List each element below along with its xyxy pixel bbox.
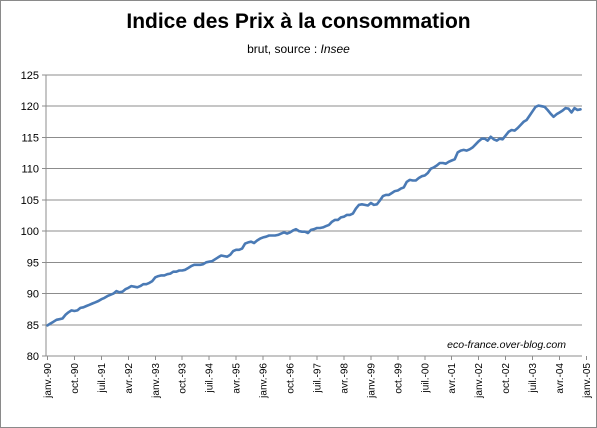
x-tick-label: juil.-03 xyxy=(528,363,539,394)
y-tick-label: 115 xyxy=(21,132,39,144)
x-axis-ticks: janv.-90 oct.-90 juil.-91 avr.-92 janv.-93 oc… xyxy=(43,356,593,399)
source-annotation: eco-france.over-blog.com xyxy=(447,339,566,351)
y-tick-label: 100 xyxy=(21,226,39,238)
chart-subtitle: brut, source : Insee xyxy=(0,42,597,56)
x-tick-label: oct.-90 xyxy=(70,363,81,394)
y-tick-label: 120 xyxy=(21,101,39,113)
x-tick-label: janv.-05 xyxy=(582,363,593,399)
y-tick-label: 85 xyxy=(27,320,39,332)
x-tick-label: oct.-99 xyxy=(393,363,404,394)
x-tick-label: janv.-90 xyxy=(43,363,54,399)
x-tick-label: avr.-01 xyxy=(447,363,458,394)
x-tick-label: juil.-97 xyxy=(312,363,323,394)
y-tick-label: 80 xyxy=(27,351,39,363)
grid-lines xyxy=(45,74,582,357)
x-tick-label: avr.-95 xyxy=(232,363,243,394)
subtitle-source: Insee xyxy=(320,42,350,56)
x-tick-label: janv.-99 xyxy=(366,363,377,399)
series-line-cpi xyxy=(46,104,582,327)
x-tick-label: oct.-96 xyxy=(286,363,297,394)
subtitle-prefix: brut, source : xyxy=(247,42,321,56)
y-axis-ticks: 80 85 90 95 100 105 110 115 120 125 xyxy=(21,70,46,363)
y-tick-label: 125 xyxy=(21,70,39,82)
x-tick-label: janv.-02 xyxy=(474,363,485,399)
series-group xyxy=(46,104,582,327)
x-tick-label: juil.-94 xyxy=(205,363,216,394)
chart-title: Indice des Prix à la consommation xyxy=(126,10,471,33)
y-tick-label: 95 xyxy=(27,257,39,269)
x-tick-label: janv.-96 xyxy=(259,363,270,399)
x-tick-label: janv.-93 xyxy=(151,363,162,399)
x-tick-label: oct.-02 xyxy=(501,363,512,394)
y-tick-label: 90 xyxy=(27,289,39,301)
y-tick-label: 105 xyxy=(21,195,39,207)
y-tick-label: 110 xyxy=(21,164,39,176)
x-tick-label: avr.-04 xyxy=(555,363,566,394)
x-tick-label: oct.-93 xyxy=(178,363,189,394)
x-tick-label: avr.-92 xyxy=(124,363,135,394)
x-tick-label: juil.-00 xyxy=(420,363,431,394)
x-tick-label: avr.-98 xyxy=(339,363,350,394)
x-tick-label: juil.-91 xyxy=(97,363,108,394)
